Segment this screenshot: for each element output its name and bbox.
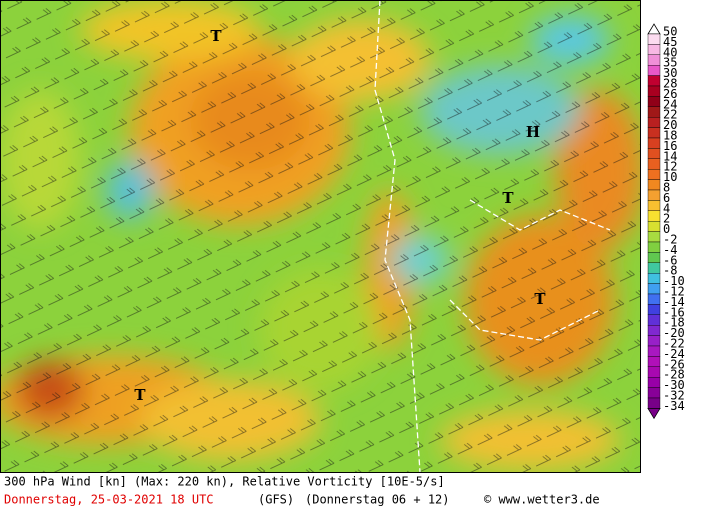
legend-label: -28 [663,368,685,382]
legend-label: -10 [663,274,685,288]
wind-barbs [0,0,640,472]
legend-label: 50 [663,25,677,39]
pressure-center-label: T [210,27,222,45]
legend-label: -2 [663,233,677,247]
legend-label: 35 [663,56,677,70]
pressure-center-label: H [526,123,540,141]
legend-label: 2 [663,212,670,226]
legend-swatch [647,397,661,409]
pressure-center-label: T [534,290,546,308]
footer-date: Donnerstag, 25-03-2021 18 UTC [4,493,214,507]
legend-swatch [647,64,661,76]
legend-label: 40 [663,45,677,59]
legend-swatch [647,189,661,201]
legend-swatch [647,366,661,378]
footer-copyright: © www.wetter3.de [484,493,600,507]
legend-swatch [647,241,661,253]
legend-label: -16 [663,305,685,319]
legend-swatch [647,168,661,180]
legend-swatch [647,231,661,243]
legend-label: 28 [663,77,677,91]
legend-label: 10 [663,170,677,184]
legend-label: -20 [663,326,685,340]
legend-label: -30 [663,378,685,392]
legend-label: -14 [663,295,685,309]
legend-label: 6 [663,191,670,205]
legend-label: 16 [663,139,677,153]
legend-swatch [647,33,661,45]
legend-label: -24 [663,347,685,361]
legend-swatch [647,210,661,222]
legend-label: 8 [663,181,670,195]
legend-label: -12 [663,285,685,299]
legend-label: 22 [663,108,677,122]
legend-label: 24 [663,97,677,111]
legend-swatch [647,116,661,128]
legend-swatch [647,304,661,315]
legend-swatch [647,252,661,263]
legend-swatch [647,137,661,149]
borders [374,0,611,472]
legend-swatch [647,283,661,295]
legend-swatch [647,345,661,357]
legend-swatch [647,314,661,326]
legend-swatch [647,44,661,56]
legend-label: -32 [663,389,685,403]
footer-run: (Donnerstag 06 + 12) [305,493,450,507]
legend-swatch [647,273,661,284]
legend-label: 30 [663,66,677,80]
map [0,0,640,472]
footer-title: 300 hPa Wind [kn] (Max: 220 kn), Relativ… [4,475,445,489]
legend-swatch [647,293,661,305]
legend-label: 45 [663,35,677,49]
legend-label: -4 [663,243,677,257]
legend-swatch [647,85,661,97]
legend-swatch [647,96,661,108]
legend-swatch [647,335,661,347]
legend-label: -18 [663,316,685,330]
pressure-center-label: T [502,189,514,207]
legend-label: 0 [663,222,670,236]
legend-swatch [647,106,661,118]
legend-label: -22 [663,337,685,351]
pressure-center-label: T [134,386,146,404]
legend-swatch [647,148,661,159]
legend-label: 26 [663,87,677,101]
legend-swatch [647,387,661,399]
legend-swatch [647,356,661,367]
legend-swatch [647,158,661,170]
legend-label: 20 [663,118,677,132]
legend-arrow-bottom [647,408,661,420]
legend-label: 4 [663,201,670,215]
legend-swatch [647,127,661,139]
legend-swatch [647,377,661,388]
legend-label: 12 [663,160,677,174]
legend-swatch [647,179,661,191]
legend-label: 14 [663,149,677,163]
map-frame [0,0,641,473]
legend-label: 18 [663,129,677,143]
legend-label: -8 [663,264,677,278]
legend-label: -26 [663,357,685,371]
legend-swatch [647,262,661,274]
legend-arrow-top [647,23,661,35]
legend-swatch [647,200,661,211]
legend-swatch [647,54,661,66]
legend-label: -6 [663,253,677,267]
legend-label: -34 [663,399,685,413]
legend-swatch [647,220,661,232]
legend-swatch [647,75,661,87]
footer-model: (GFS) [258,493,294,507]
legend-swatch [647,325,661,336]
